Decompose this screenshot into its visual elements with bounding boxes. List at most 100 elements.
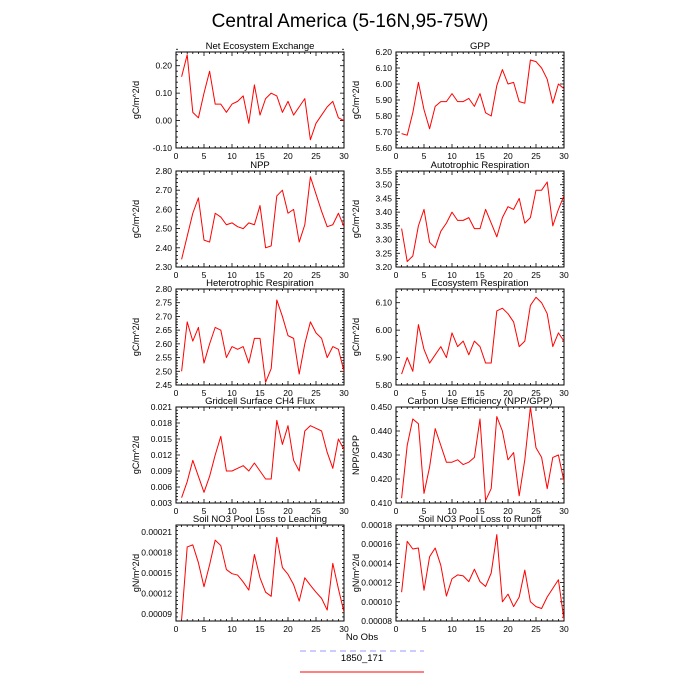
series-line [401,407,564,502]
x-tick-label: 5 [422,151,427,161]
y-tick-label: 2.50 [155,224,172,234]
y-tick-label: 0.00018 [141,547,172,557]
x-tick-label: 30 [559,506,569,516]
chart-panel: Heterotrophic Respiration gC/m^2/d 0 5 10 15 2… [131,278,349,398]
y-tick-label: 0.420 [371,474,393,484]
x-tick-label: 5 [202,388,207,398]
y-tick-label: 0.20 [155,61,172,71]
y-tick-label: 6.10 [375,63,392,73]
panel-title: Gridcell Surface CH4 Flux [205,396,315,407]
x-tick-label: 30 [339,506,349,516]
y-tick-label: 0.006 [151,482,173,492]
x-tick-label: 0 [394,506,399,516]
y-tick-label: -0.10 [153,143,173,153]
y-tick-label: 0.00008 [361,616,392,626]
panel-title: Soil NO3 Pool Loss to Leaching [193,514,327,525]
panel-title: NPP [250,160,270,171]
y-tick-label: 2.70 [155,185,172,195]
chart-panel: GPP gC/m^2/d 0 5 10 15 20 25 30 5.60 5.70 5.80 5.90 6… [351,41,569,161]
x-tick-label: 0 [174,388,179,398]
panel-title: Heterotrophic Respiration [206,278,314,289]
x-tick-label: 30 [339,270,349,280]
panel-title: GPP [470,41,490,52]
x-tick-label: 10 [447,270,457,280]
x-tick-label: 5 [202,506,207,516]
x-tick-label: 30 [559,624,569,634]
panel-title: Soil NO3 Pool Loss to Runoff [418,514,542,525]
y-tick-label: 3.50 [375,180,392,190]
y-tick-label: 0.012 [151,450,173,460]
y-tick-label: 0.00010 [361,597,392,607]
y-axis-label: gC/m^2/d [351,81,361,119]
x-tick-label: 20 [503,624,513,634]
x-tick-label: 30 [339,151,349,161]
y-tick-label: 3.30 [375,235,392,245]
x-tick-label: 0 [174,270,179,280]
x-tick-label: 5 [422,270,427,280]
y-tick-label: 0.021 [151,402,173,412]
x-tick-label: 15 [475,624,485,634]
x-tick-label: 5 [202,624,207,634]
x-tick-label: 20 [283,506,293,516]
y-tick-label: 0.410 [371,498,393,508]
y-tick-label: 0.00012 [141,589,172,599]
y-axis-label: NPP/GPP [351,435,361,475]
y-tick-label: 5.70 [375,127,392,137]
y-tick-label: 0.009 [151,466,173,476]
y-tick-label: 5.80 [375,380,392,390]
x-tick-label: 10 [447,506,457,516]
series-line [401,59,564,136]
x-tick-label: 10 [447,151,457,161]
y-axis-label: gC/m^2/d [351,200,361,238]
chart-panel: Autotrophic Respiration gC/m^2/d 0 5 10 15 20 2… [351,160,569,280]
y-tick-label: 0.10 [155,88,172,98]
x-tick-label: 25 [531,151,541,161]
panel-title: Carbon Use Efficiency (NPP/GPP) [407,396,552,407]
y-tick-label: 6.00 [375,79,392,89]
chart-panel: Carbon Use Efficiency (NPP/GPP) NPP/GPP 0 5… [351,396,569,516]
y-tick-label: 0.003 [151,498,173,508]
y-tick-label: 3.35 [375,221,392,231]
x-tick-label: 15 [475,151,485,161]
x-tick-label: 10 [447,624,457,634]
series-line [181,299,344,383]
x-tick-label: 10 [227,270,237,280]
x-tick-label: 5 [202,151,207,161]
x-tick-label: 15 [255,506,265,516]
y-axis-label: gN/m^2/d [131,554,141,592]
x-tick-label: 20 [503,270,513,280]
y-tick-label: 2.55 [155,353,172,363]
y-tick-label: 2.80 [155,284,172,294]
x-tick-label: 20 [283,624,293,634]
y-axis-label: gC/m^2/d [131,318,141,356]
x-tick-label: 10 [227,151,237,161]
x-tick-label: 10 [227,624,237,634]
x-tick-label: 25 [311,624,321,634]
x-tick-label: 20 [503,151,513,161]
y-axis-label: gC/m^2/d [131,81,141,119]
plot-frame [175,288,345,386]
x-tick-label: 5 [422,388,427,398]
y-axis-label: gN/m^2/d [351,554,361,592]
chart-panel: NPP gC/m^2/d 0 5 10 15 20 25 30 2.30 2.40 2.50 2.60 2… [131,160,349,280]
legend-label: 1850_171 [341,653,383,664]
x-tick-label: 30 [559,151,569,161]
y-tick-label: 0.00018 [361,520,392,530]
x-tick-label: 10 [227,506,237,516]
y-tick-label: 5.90 [375,95,392,105]
chart-panel: Net Ecosystem Exchange gC/m^2/d 0 5 10 15 20 25… [131,41,349,161]
x-tick-label: 30 [339,624,349,634]
y-tick-label: 6.10 [375,298,392,308]
y-tick-label: 3.25 [375,248,392,258]
y-tick-label: 0.00 [155,116,172,126]
y-tick-label: 6.20 [375,47,392,57]
series-line [401,296,564,375]
y-tick-label: 2.70 [155,311,172,321]
plot-frame [175,51,345,149]
chart-panel: Soil NO3 Pool Loss to Runoff gN/m^2/d 0 5 10… [351,514,569,634]
x-tick-label: 0 [394,151,399,161]
y-tick-label: 0.00015 [141,568,172,578]
y-tick-label: 3.40 [375,207,392,217]
panel-title: Ecosystem Respiration [431,278,528,289]
y-tick-label: 0.450 [371,402,393,412]
